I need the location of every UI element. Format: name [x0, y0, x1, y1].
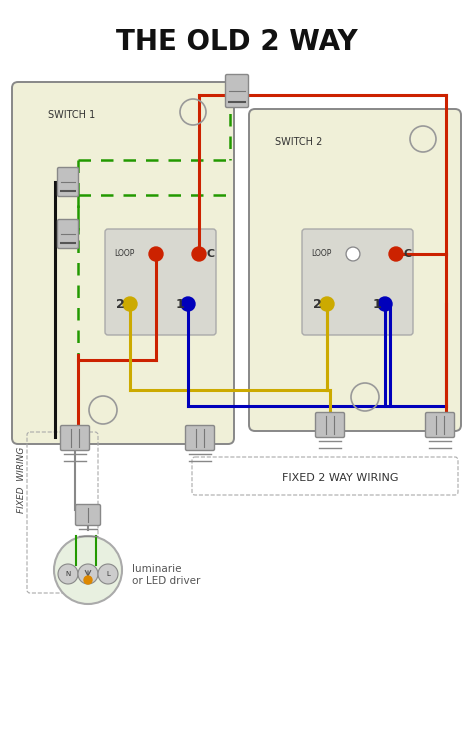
Text: LOOP: LOOP: [311, 250, 331, 259]
FancyBboxPatch shape: [316, 413, 345, 437]
Text: N: N: [65, 571, 71, 577]
Circle shape: [54, 536, 122, 604]
Text: C: C: [207, 249, 215, 259]
Circle shape: [192, 247, 206, 261]
Text: 1: 1: [373, 298, 382, 310]
FancyBboxPatch shape: [75, 505, 100, 526]
Text: luminarie
or LED driver: luminarie or LED driver: [132, 564, 201, 586]
Circle shape: [123, 297, 137, 311]
Text: THE OLD 2 WAY: THE OLD 2 WAY: [116, 28, 358, 56]
Text: 2: 2: [116, 298, 125, 310]
Circle shape: [78, 564, 98, 584]
FancyBboxPatch shape: [105, 229, 216, 335]
FancyBboxPatch shape: [226, 74, 248, 107]
FancyBboxPatch shape: [57, 220, 79, 248]
Circle shape: [98, 564, 118, 584]
Circle shape: [346, 247, 360, 261]
Circle shape: [58, 564, 78, 584]
FancyBboxPatch shape: [426, 413, 455, 437]
Circle shape: [320, 297, 334, 311]
FancyBboxPatch shape: [61, 425, 90, 451]
Text: C: C: [404, 249, 412, 259]
Circle shape: [84, 576, 92, 584]
Text: 2: 2: [313, 298, 322, 310]
Circle shape: [389, 247, 403, 261]
Text: 1: 1: [176, 298, 185, 310]
Circle shape: [181, 297, 195, 311]
FancyBboxPatch shape: [12, 82, 234, 444]
Circle shape: [378, 297, 392, 311]
Text: LOOP: LOOP: [114, 250, 134, 259]
Text: SWITCH 1: SWITCH 1: [48, 110, 95, 120]
Text: FIXED  WIRING: FIXED WIRING: [18, 447, 27, 513]
FancyBboxPatch shape: [249, 109, 461, 431]
FancyBboxPatch shape: [185, 425, 215, 451]
Text: L: L: [106, 571, 110, 577]
Text: FIXED 2 WAY WIRING: FIXED 2 WAY WIRING: [282, 473, 398, 483]
Text: SWITCH 2: SWITCH 2: [275, 137, 322, 147]
FancyBboxPatch shape: [302, 229, 413, 335]
FancyBboxPatch shape: [57, 167, 79, 196]
Circle shape: [149, 247, 163, 261]
